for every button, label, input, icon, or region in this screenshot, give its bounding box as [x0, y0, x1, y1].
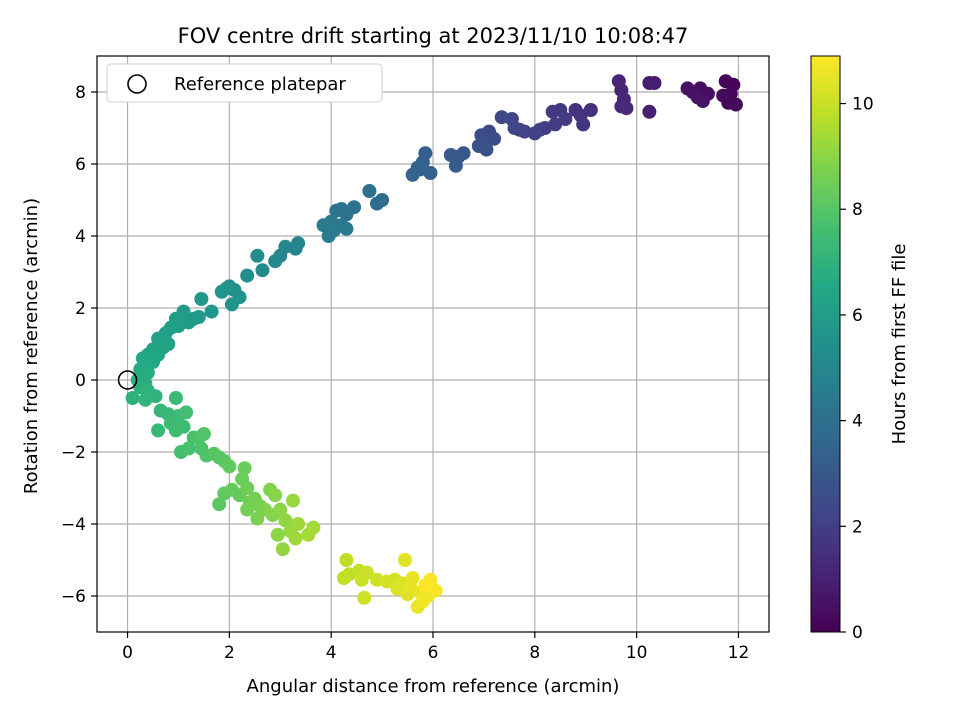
legend: Reference platepar: [106, 63, 383, 103]
data-point: [471, 139, 486, 153]
colorbar-gradient: [810, 55, 841, 633]
data-point: [619, 101, 634, 116]
y-tick-label: 8: [75, 83, 86, 103]
data-point: [179, 405, 194, 420]
axis-ticks: 0 2 4 6 8 10 12 −6 −4 −2 0 2 4 6 8: [61, 83, 749, 663]
legend-marker: [127, 74, 147, 94]
data-point: [728, 97, 743, 112]
data-point: [255, 263, 270, 278]
colorbar-tick-label: 8: [852, 200, 863, 220]
data-point: [138, 392, 153, 407]
x-tick-label: 2: [224, 643, 235, 663]
data-point: [336, 571, 351, 585]
reference-marker: [117, 370, 138, 390]
data-point: [240, 502, 255, 517]
data-point: [278, 513, 293, 528]
data-point: [240, 268, 255, 283]
data-point: [240, 481, 255, 495]
data-point: [362, 184, 377, 198]
data-point: [370, 196, 384, 211]
legend-entry: Reference platepar: [174, 74, 346, 95]
x-tick-label: 6: [428, 643, 439, 663]
data-point: [273, 502, 288, 517]
data-point: [301, 527, 316, 542]
y-tick-label: 6: [75, 155, 86, 175]
colorbar-ticks: 0 2 4 6 8 10: [840, 95, 874, 643]
data-point: [224, 297, 239, 312]
colorbar-label: Hours from first FF file: [889, 244, 910, 445]
data-point: [410, 160, 425, 175]
data-point: [268, 488, 283, 503]
x-axis-label: Angular distance from reference (arcmin): [247, 676, 620, 697]
data-point: [448, 158, 463, 173]
grid-lines: [97, 56, 769, 632]
data-point: [181, 441, 196, 456]
x-tick-label: 12: [728, 643, 750, 663]
data-point: [329, 203, 344, 218]
colorbar-tick-label: 6: [852, 306, 863, 326]
x-tick-label: 8: [529, 643, 540, 663]
data-point: [405, 571, 420, 585]
data-point: [642, 76, 657, 90]
colorbar-tick-label: 10: [852, 95, 874, 115]
data-point: [716, 88, 731, 103]
data-point: [286, 493, 300, 508]
data-point: [576, 117, 591, 132]
x-tick-label: 0: [122, 643, 133, 663]
data-point: [270, 527, 285, 542]
data-point: [494, 110, 509, 125]
data-point: [642, 104, 657, 119]
data-point: [359, 565, 374, 580]
data-point: [680, 81, 695, 96]
legend-box: [106, 63, 383, 103]
data-point: [222, 459, 237, 474]
y-tick-label: −6: [61, 587, 86, 607]
y-tick-label: −2: [61, 443, 86, 463]
data-point: [718, 74, 733, 89]
y-axis-label: Rotation from reference (arcmin): [21, 198, 42, 494]
data-point: [423, 166, 438, 180]
colorbar-tick-label: 0: [852, 623, 863, 643]
y-tick-label: 0: [75, 371, 86, 391]
data-point: [151, 423, 166, 438]
data-point: [418, 578, 433, 593]
data-point: [204, 304, 219, 319]
data-point: [250, 248, 265, 263]
data-point: [196, 427, 211, 441]
x-tick-label: 4: [326, 643, 337, 663]
data-point: [168, 391, 183, 405]
y-tick-label: 4: [75, 227, 86, 247]
data-point: [288, 531, 303, 546]
data-point: [339, 221, 354, 236]
data-point: [339, 553, 354, 567]
data-point: [545, 104, 560, 119]
data-point: [321, 229, 336, 243]
y-tick-label: −4: [61, 515, 86, 535]
data-point: [214, 284, 229, 299]
data-point: [357, 590, 372, 605]
data-point: [176, 419, 191, 434]
data-point: [291, 517, 306, 531]
colorbar-tick-label: 4: [852, 412, 863, 432]
data-point: [194, 292, 209, 306]
data-point: [237, 461, 252, 476]
data-point: [212, 497, 227, 512]
data-point: [125, 391, 140, 405]
data-points: [125, 74, 743, 614]
colorbar-tick-label: 2: [852, 517, 863, 537]
reference-point: [117, 370, 138, 390]
data-point: [398, 553, 412, 567]
y-tick-label: 2: [75, 299, 86, 319]
data-point: [690, 90, 705, 105]
data-point: [275, 542, 290, 557]
chart-title: FOV centre drift starting at 2023/11/10 …: [178, 24, 689, 48]
data-point: [268, 254, 283, 269]
colorbar: 0 2 4 6 8 10 Hours from first FF file: [810, 55, 910, 643]
data-point: [443, 148, 458, 162]
x-tick-label: 10: [626, 643, 648, 663]
